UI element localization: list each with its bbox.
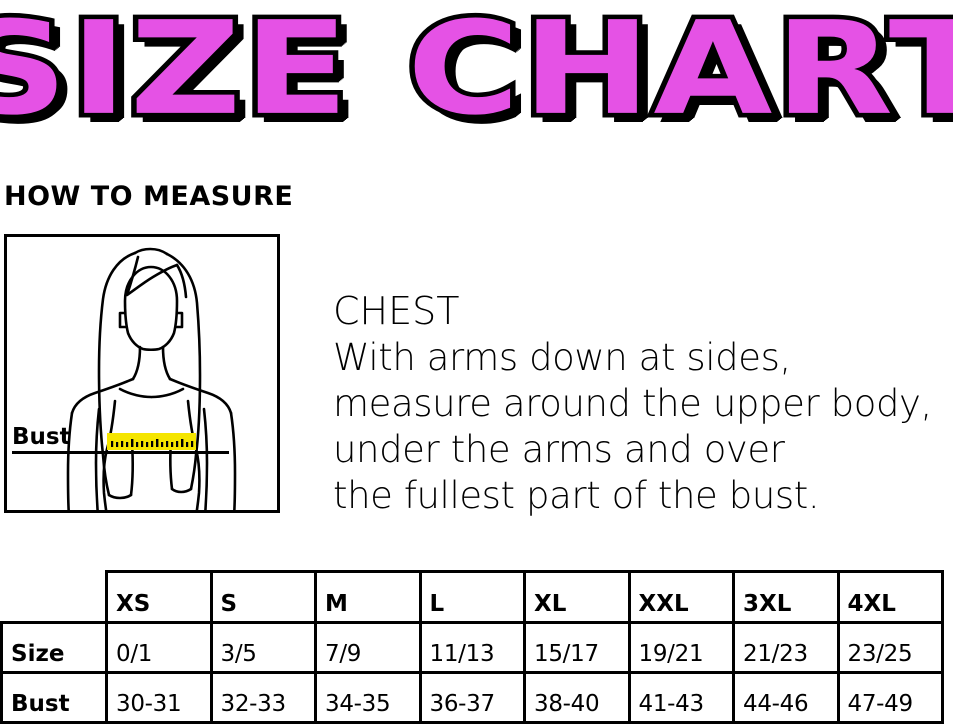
cell-size-xxl: 19/21 bbox=[627, 621, 735, 674]
how-to-measure-heading: HOW TO MEASURE bbox=[4, 181, 294, 212]
column-header-s: S bbox=[209, 570, 317, 624]
column-header-m: M bbox=[314, 570, 422, 624]
cell-size-l: 11/13 bbox=[418, 621, 526, 674]
cell-size-4xl: 23/25 bbox=[836, 621, 944, 674]
column-header-4xl: 4XL bbox=[836, 570, 944, 624]
column-header-xl: XL bbox=[523, 570, 631, 624]
cell-bust-m: 34-35 bbox=[314, 671, 422, 724]
cell-size-m: 7/9 bbox=[314, 621, 422, 674]
row-header-size: Size bbox=[0, 621, 108, 674]
cell-bust-xxl: 41-43 bbox=[627, 671, 735, 724]
bust-leader-line bbox=[12, 451, 229, 454]
cell-bust-l: 36-37 bbox=[418, 671, 526, 724]
chest-line-4: the fullest part of the bust. bbox=[333, 474, 820, 517]
cell-size-s: 3/5 bbox=[209, 621, 317, 674]
cell-size-xs: 0/1 bbox=[105, 621, 213, 674]
cell-bust-xs: 30-31 bbox=[105, 671, 213, 724]
chest-description: CHEST With arms down at sides, measure a… bbox=[333, 288, 933, 519]
column-header-l: L bbox=[418, 570, 526, 624]
column-header-xs: XS bbox=[105, 570, 213, 624]
chest-line-2: measure around the upper body, bbox=[333, 382, 932, 425]
female-torso-figure-icon bbox=[66, 247, 237, 510]
cell-bust-4xl: 47-49 bbox=[836, 671, 944, 724]
size-table-container: XS S M L XL XXL 3XL 4XL Size 0/1 3/5 7/9… bbox=[0, 570, 944, 726]
chest-heading: CHEST bbox=[333, 289, 460, 333]
chest-line-1: With arms down at sides, bbox=[333, 336, 791, 379]
cell-bust-3xl: 44-46 bbox=[732, 671, 840, 724]
table-row: Bust 30-31 32-33 34-35 36-37 38-40 41-43… bbox=[0, 671, 944, 724]
table-header-row: XS S M L XL XXL 3XL 4XL bbox=[1, 570, 944, 624]
cell-size-3xl: 21/23 bbox=[732, 621, 840, 674]
size-table: XS S M L XL XXL 3XL 4XL Size 0/1 3/5 7/9… bbox=[0, 570, 944, 724]
page-title: SIZE CHART bbox=[0, 0, 953, 148]
measuring-tape-icon bbox=[107, 433, 196, 450]
column-header-xxl: XXL bbox=[627, 570, 735, 624]
page-title-banner: SIZE CHART bbox=[0, 0, 953, 148]
table-corner-blank bbox=[1, 571, 107, 623]
row-header-bust: Bust bbox=[0, 671, 108, 724]
bust-callout-label: Bust bbox=[12, 424, 71, 450]
cell-bust-s: 32-33 bbox=[209, 671, 317, 724]
cell-bust-xl: 38-40 bbox=[523, 671, 631, 724]
measurement-illustration bbox=[4, 234, 280, 513]
cell-size-xl: 15/17 bbox=[523, 621, 631, 674]
chest-line-3: under the arms and over bbox=[333, 428, 785, 471]
column-header-3xl: 3XL bbox=[732, 570, 840, 624]
table-row: Size 0/1 3/5 7/9 11/13 15/17 19/21 21/23… bbox=[0, 621, 944, 674]
